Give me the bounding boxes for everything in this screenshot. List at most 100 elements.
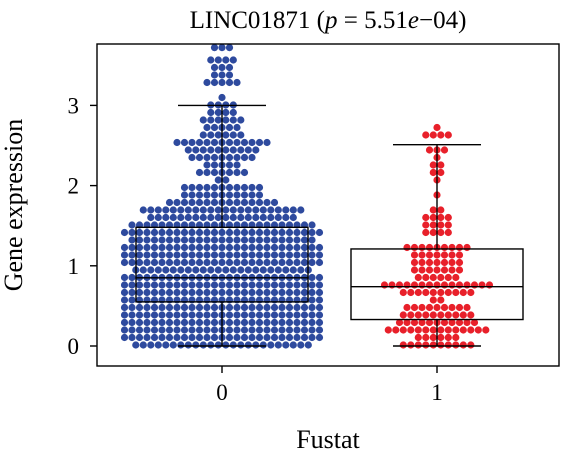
data-point-group-0 (128, 311, 136, 319)
data-point-group-0 (214, 266, 222, 274)
data-point-group-0 (270, 258, 279, 267)
data-point-group-0 (225, 78, 234, 87)
data-point-group-0 (210, 243, 219, 252)
data-point-group-0 (263, 228, 271, 237)
data-point-group-0 (255, 191, 264, 199)
data-point-group-0 (300, 236, 309, 244)
data-point-group-1 (410, 303, 419, 312)
data-point-group-0 (207, 56, 215, 64)
data-point-group-0 (308, 303, 316, 312)
data-point-group-1 (414, 326, 422, 334)
data-point-group-1 (448, 251, 456, 259)
data-point-group-0 (255, 258, 264, 267)
data-point-group-0 (308, 221, 316, 229)
data-point-group-1 (399, 326, 407, 334)
data-point-group-0 (240, 281, 249, 289)
data-point-group-0 (308, 333, 316, 342)
data-point-group-1 (403, 243, 411, 252)
data-point-group-0 (203, 318, 211, 327)
data-point-group-1 (470, 281, 479, 289)
data-point-group-0 (240, 288, 249, 297)
data-point-group-0 (248, 258, 256, 267)
data-point-group-0 (173, 333, 181, 342)
data-point-group-0 (143, 281, 151, 289)
data-point-group-0 (300, 281, 309, 289)
data-point-group-0 (207, 213, 215, 222)
data-point-group-0 (214, 213, 222, 222)
data-point-group-0 (210, 326, 219, 334)
data-point-group-1 (433, 258, 441, 267)
data-point-group-0 (195, 333, 204, 342)
data-point-group-0 (180, 326, 189, 334)
data-point-group-0 (285, 281, 294, 289)
data-point-group-0 (195, 168, 204, 177)
data-point-group-1 (422, 326, 430, 334)
data-point-group-1 (418, 318, 426, 327)
data-point-group-1 (429, 341, 437, 349)
data-point-group-0 (210, 333, 219, 342)
data-point-group-0 (270, 251, 279, 259)
data-point-group-1 (433, 266, 441, 274)
data-point-group-0 (173, 138, 181, 147)
data-point-group-0 (293, 318, 301, 327)
data-point-group-0 (135, 243, 144, 252)
data-point-group-0 (285, 243, 294, 252)
data-point-group-0 (128, 303, 136, 312)
data-point-group-0 (165, 228, 174, 237)
data-point-group-0 (143, 318, 151, 327)
data-point-group-1 (410, 266, 419, 274)
data-point-group-1 (448, 281, 456, 289)
data-point-group-0 (270, 198, 279, 207)
data-point-group-1 (437, 311, 445, 319)
data-point-group-0 (315, 243, 324, 252)
data-point-group-1 (429, 168, 437, 177)
data-point-group-0 (203, 161, 211, 169)
data-point-group-1 (463, 303, 471, 312)
title-prefix: LINC01871 ( (190, 7, 325, 34)
data-point-group-0 (225, 243, 234, 252)
data-point-group-0 (210, 71, 219, 79)
data-point-group-0 (218, 243, 226, 252)
data-point-group-1 (399, 288, 407, 297)
data-point-group-0 (203, 288, 211, 297)
data-point-group-0 (255, 288, 264, 297)
data-point-group-0 (285, 311, 294, 319)
data-point-group-0 (165, 303, 174, 312)
data-point-group-1 (455, 303, 464, 312)
data-point-group-0 (315, 281, 324, 289)
data-point-group-0 (285, 258, 294, 267)
data-point-group-0 (158, 311, 166, 319)
data-point-group-0 (308, 318, 316, 327)
data-point-group-1 (437, 273, 445, 282)
data-point-group-0 (222, 176, 230, 184)
data-point-group-0 (308, 296, 316, 304)
data-point-group-0 (237, 131, 245, 139)
data-point-group-0 (252, 341, 260, 349)
data-point-group-0 (180, 236, 189, 244)
data-point-group-0 (240, 153, 249, 162)
data-point-group-0 (315, 303, 324, 312)
data-point-group-0 (210, 251, 219, 259)
data-point-group-0 (218, 228, 226, 237)
data-point-group-0 (203, 311, 211, 319)
data-point-group-0 (165, 333, 174, 342)
data-point-group-0 (214, 341, 222, 349)
data-point-group-0 (300, 311, 309, 319)
data-point-group-0 (180, 258, 189, 267)
data-point-group-0 (225, 183, 234, 192)
data-point-group-1 (429, 333, 437, 342)
data-point-group-0 (240, 191, 249, 199)
data-point-group-0 (244, 206, 252, 214)
data-point-group-0 (278, 236, 286, 244)
data-point-group-0 (188, 198, 196, 207)
data-point-group-0 (180, 183, 189, 192)
data-point-group-0 (210, 228, 219, 237)
data-point-group-0 (158, 288, 166, 297)
data-point-group-1 (448, 266, 456, 274)
data-point-group-0 (244, 341, 252, 349)
data-point-group-0 (214, 56, 222, 64)
data-point-group-0 (315, 333, 324, 342)
data-point-group-1 (467, 288, 475, 297)
data-point-group-0 (252, 266, 260, 274)
data-point-group-0 (293, 228, 301, 237)
